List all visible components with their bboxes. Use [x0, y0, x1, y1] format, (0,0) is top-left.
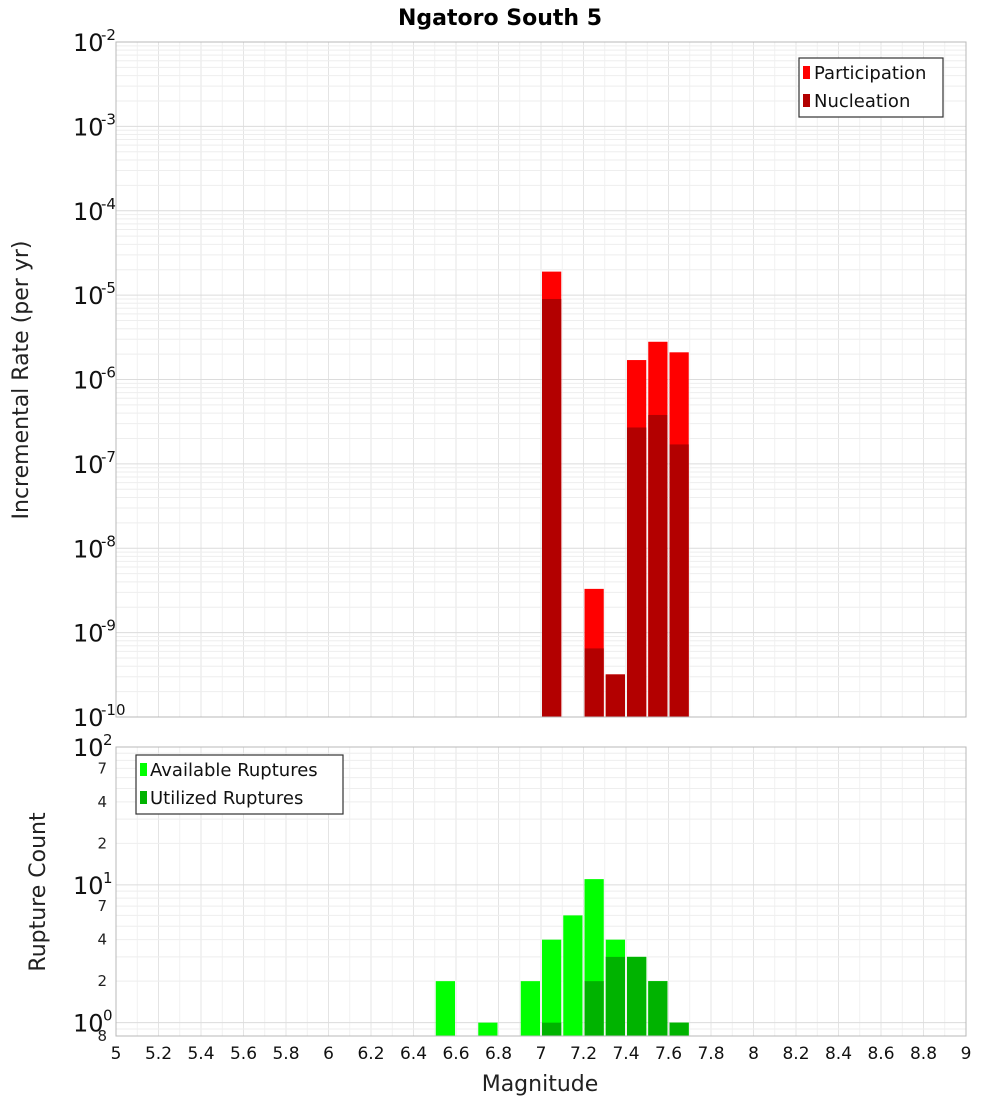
- x-tick-label: 5: [111, 1044, 122, 1064]
- legend-swatch-utilized-ruptures: [140, 791, 147, 804]
- count-bar-available-ruptures: [563, 915, 583, 1036]
- x-ticks: 5 5.2 5.4 5.6 5.8 6 6.2 6.4 6.6 6.8 7 7.2 7.4 7.6 7.8 8…: [111, 1044, 972, 1064]
- x-tick-label: 9: [961, 1044, 972, 1064]
- y-tick-label: 10: [73, 734, 104, 762]
- y-tick-label: 10: [73, 367, 104, 395]
- y-tick-label: 10: [73, 198, 104, 226]
- x-tick-label: 5.4: [187, 1044, 214, 1064]
- x-tick-label: 8.4: [825, 1044, 852, 1064]
- rate-bar-nucleation: [648, 414, 668, 717]
- x-tick-label: 5.2: [145, 1044, 172, 1064]
- y-tick-exponent: 2: [103, 731, 113, 749]
- bottom-plot-frame: [115, 746, 967, 1037]
- y-minor-tick-label: 2: [97, 972, 107, 990]
- count-bar-utilized-ruptures: [584, 981, 604, 1036]
- x-tick-label: 8.2: [782, 1044, 809, 1064]
- legend-label-participation: Participation: [814, 63, 926, 84]
- x-tick-label: 6.8: [485, 1044, 512, 1064]
- y-minor-tick-label: 8: [97, 1027, 107, 1045]
- legend-label-nucleation: Nucleation: [814, 91, 910, 112]
- y-minor-tick-label: 7: [97, 759, 107, 777]
- top-y-axis-label: Incremental Rate (per yr): [9, 241, 34, 520]
- y-tick-exponent: 0: [103, 1007, 113, 1025]
- x-tick-label: 5.6: [230, 1044, 257, 1064]
- count-bar-available-ruptures: [435, 981, 455, 1036]
- x-tick-label: 8: [748, 1044, 759, 1064]
- bottom-legend: Available Ruptures Utilized Ruptures: [135, 754, 344, 815]
- chart-title: Ngatoro South 5: [398, 6, 602, 31]
- x-tick-label: 7.6: [655, 1044, 682, 1064]
- legend-label-utilized-ruptures: Utilized Ruptures: [150, 788, 303, 809]
- count-bar-utilized-ruptures: [542, 1022, 562, 1036]
- legend-swatch-nucleation: [803, 94, 810, 107]
- y-tick-label: 10: [73, 704, 104, 732]
- x-tick-label: 6.2: [357, 1044, 384, 1064]
- y-tick-label: 10: [73, 451, 104, 479]
- y-tick-label: 10: [73, 113, 104, 141]
- top-plot-frame: [115, 41, 967, 718]
- x-tick-label: 8.6: [867, 1044, 894, 1064]
- top-legend: Participation Nucleation: [798, 57, 944, 118]
- x-tick-label: 7.4: [612, 1044, 639, 1064]
- y-tick-exponent: -5: [101, 279, 116, 297]
- y-minor-tick-label: 4: [97, 793, 107, 811]
- x-tick-label: 7.8: [697, 1044, 724, 1064]
- y-tick-label: 10: [73, 620, 104, 648]
- count-bar-available-ruptures: [520, 981, 540, 1036]
- rate-bar-nucleation: [627, 427, 647, 717]
- count-bar-utilized-ruptures: [605, 956, 625, 1036]
- y-tick-label: 10: [73, 282, 104, 310]
- y-tick-exponent: -10: [101, 701, 126, 719]
- y-tick-exponent: -6: [101, 364, 116, 382]
- y-tick-exponent: -8: [101, 532, 116, 550]
- y-tick-label: 10: [73, 1010, 104, 1038]
- top-panel: 10-210-310-410-510-610-710-810-910-10 In…: [9, 26, 967, 732]
- x-tick-label: 8.8: [910, 1044, 937, 1064]
- y-tick-label: 10: [73, 29, 104, 57]
- bottom-y-axis-label: Rupture Count: [26, 812, 51, 972]
- x-tick-label: 7: [536, 1044, 547, 1064]
- y-tick-exponent: 1: [103, 869, 113, 887]
- y-tick-exponent: -3: [101, 110, 116, 128]
- x-axis-label: Magnitude: [482, 1072, 599, 1097]
- y-tick-exponent: -4: [101, 195, 116, 213]
- y-tick-exponent: -9: [101, 617, 116, 635]
- y-tick-exponent: -2: [101, 26, 116, 44]
- legend-label-available-ruptures: Available Ruptures: [150, 760, 318, 781]
- x-tick-label: 5.8: [272, 1044, 299, 1064]
- y-minor-tick-label: 4: [97, 931, 107, 949]
- count-bar-utilized-ruptures: [648, 981, 668, 1036]
- x-tick-label: 6.4: [400, 1044, 427, 1064]
- rate-bar-nucleation: [542, 298, 562, 717]
- count-bar-available-ruptures: [542, 939, 562, 1036]
- y-minor-tick-label: 7: [97, 897, 107, 915]
- y-tick-exponent: -7: [101, 448, 116, 466]
- y-tick-label: 10: [73, 535, 104, 563]
- legend-swatch-participation: [803, 66, 810, 79]
- y-tick-label: 10: [73, 872, 104, 900]
- count-bar-utilized-ruptures: [627, 956, 647, 1036]
- top-grid: [115, 41, 967, 718]
- y-minor-tick-label: 2: [97, 834, 107, 852]
- rate-bar-nucleation: [584, 648, 604, 717]
- rate-bar-nucleation: [605, 674, 625, 717]
- bottom-bars: [435, 879, 689, 1036]
- x-tick-label: 7.2: [570, 1044, 597, 1064]
- top-bars: [542, 271, 689, 717]
- x-tick-label: 6.6: [442, 1044, 469, 1064]
- rate-bar-nucleation: [669, 444, 689, 717]
- top-legend-box: [798, 57, 944, 118]
- count-bar-utilized-ruptures: [669, 1022, 689, 1036]
- count-bar-available-ruptures: [478, 1022, 498, 1036]
- x-tick-label: 6: [323, 1044, 334, 1064]
- bottom-legend-box: [135, 754, 344, 815]
- legend-swatch-available-ruptures: [140, 763, 147, 776]
- top-y-ticks: 10-210-310-410-510-610-710-810-910-10: [73, 26, 126, 732]
